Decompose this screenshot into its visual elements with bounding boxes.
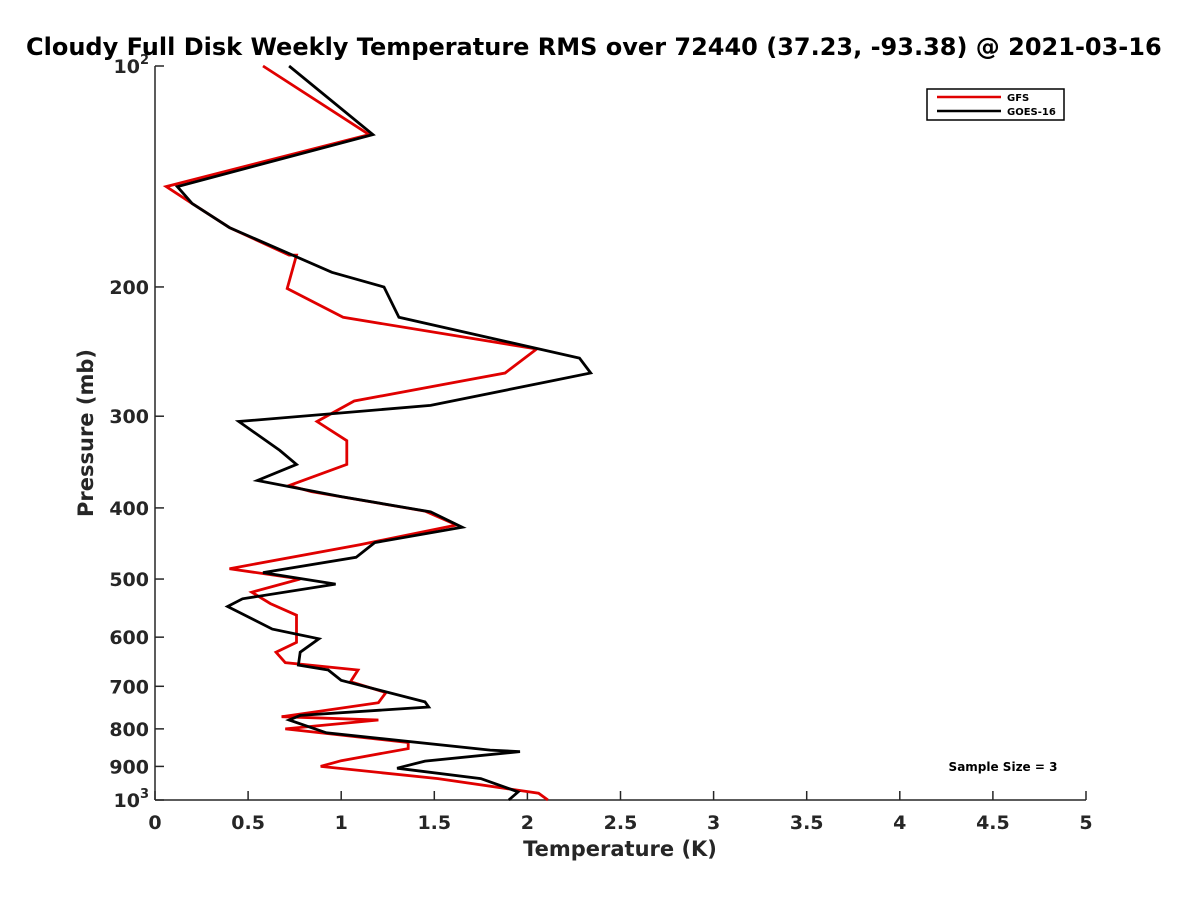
x-tick-label: 3.5 bbox=[790, 812, 824, 834]
y-tick-base: 700 bbox=[109, 676, 149, 698]
legend: GFS GOES-16 bbox=[926, 88, 1065, 121]
x-tick-label: 4 bbox=[893, 812, 906, 834]
x-tick-label: 0 bbox=[148, 812, 161, 834]
x-tick-label: 2 bbox=[521, 812, 534, 834]
y-tick-label: 300 bbox=[109, 406, 149, 428]
y-tick-exponent: 2 bbox=[140, 53, 149, 68]
series-line-goes-16 bbox=[174, 64, 594, 802]
sample-size-annotation: Sample Size = 3 bbox=[949, 760, 1058, 774]
legend-box bbox=[926, 88, 1065, 121]
x-ticks: 0 0.5 1 1.5 2 2.5 3 3.5 4 4.5 5 bbox=[148, 791, 1093, 834]
y-tick-base: 300 bbox=[109, 406, 149, 428]
x-tick-label: 1.5 bbox=[417, 812, 451, 834]
legend-label-gfs: GFS bbox=[1007, 93, 1029, 104]
x-tick-label: 5 bbox=[1079, 812, 1092, 834]
y-tick-label: 700 bbox=[109, 676, 149, 698]
y-tick-label: 200 bbox=[109, 277, 149, 299]
y-tick-base: 900 bbox=[109, 756, 149, 778]
chart-title: Cloudy Full Disk Weekly Temperature RMS … bbox=[26, 33, 1162, 61]
x-tick-label: 4.5 bbox=[976, 812, 1010, 834]
y-tick-label: 600 bbox=[109, 627, 149, 649]
x-tick-label: 3 bbox=[707, 812, 720, 834]
legend-label-goes-16: GOES-16 bbox=[1007, 107, 1056, 118]
y-tick-base: 500 bbox=[109, 569, 149, 591]
y-tick-base: 10 bbox=[114, 56, 140, 78]
y-tick-label: 102 bbox=[114, 53, 150, 78]
y-tick-exponent: 3 bbox=[140, 787, 149, 802]
y-tick-label: 800 bbox=[109, 719, 149, 741]
y-tick-label: 500 bbox=[109, 569, 149, 591]
x-tick-label: 1 bbox=[335, 812, 348, 834]
y-tick-label: 103 bbox=[114, 787, 150, 812]
x-axis-label: Temperature (K) bbox=[523, 837, 717, 861]
x-tick-label: 0.5 bbox=[231, 812, 265, 834]
y-axis-label: Pressure (mb) bbox=[74, 349, 98, 517]
x-tick-label: 2.5 bbox=[604, 812, 638, 834]
y-tick-label: 900 bbox=[109, 756, 149, 778]
y-tick-base: 10 bbox=[114, 790, 140, 812]
y-tick-label: 400 bbox=[109, 498, 149, 520]
y-tick-base: 600 bbox=[109, 627, 149, 649]
y-tick-base: 400 bbox=[109, 498, 149, 520]
y-tick-base: 200 bbox=[109, 277, 149, 299]
series-layer bbox=[162, 64, 594, 802]
y-tick-base: 800 bbox=[109, 719, 149, 741]
